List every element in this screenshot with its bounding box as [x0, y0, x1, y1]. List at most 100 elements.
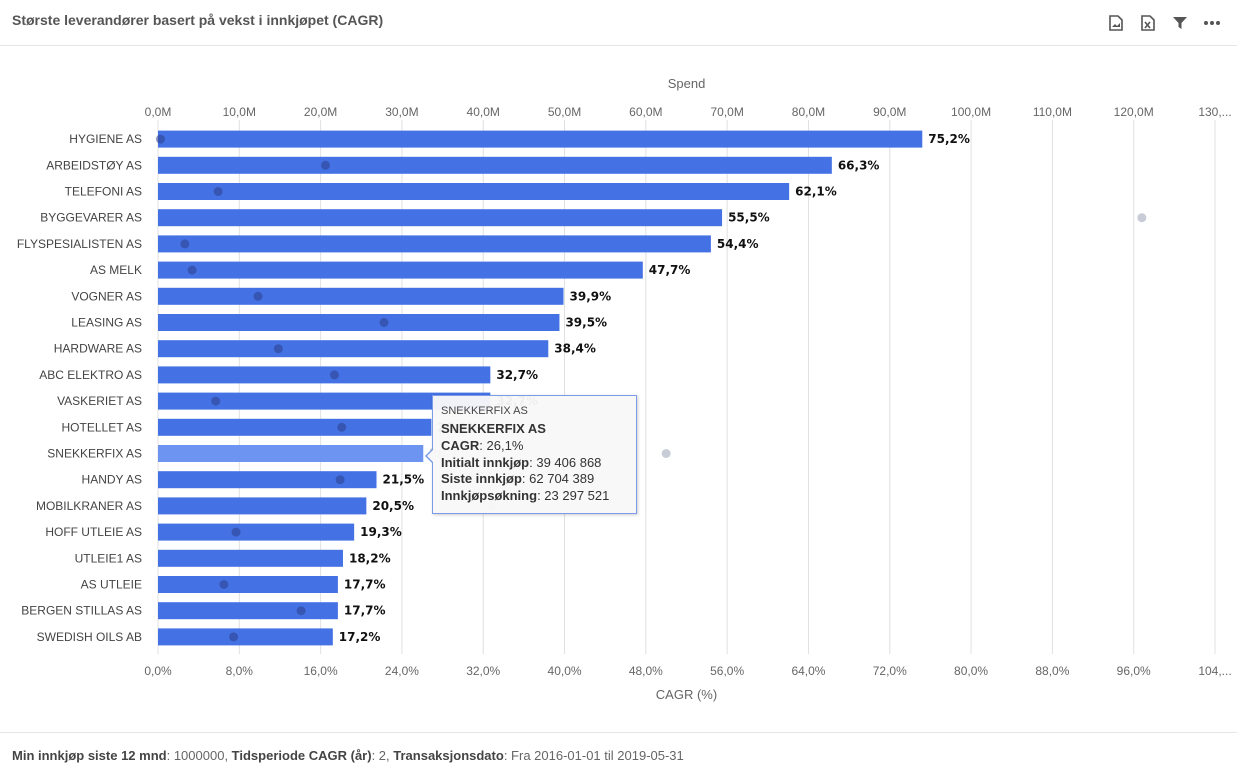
spend-point-inactive: [661, 449, 671, 458]
bar: [158, 314, 560, 331]
filter-icon[interactable]: [1169, 12, 1191, 34]
x-tick-label: 88,0%: [1035, 664, 1069, 678]
category-label: LEASING AS: [71, 316, 142, 330]
footer-divider: [0, 732, 1237, 733]
x-tick-label: 32,0%: [466, 664, 500, 678]
bar: [158, 602, 338, 620]
spend-point: [213, 187, 223, 196]
category-label: HOTELLET AS: [62, 420, 142, 434]
footer-filters: Min innkjøp siste 12 mnd: 1000000, Tidsp…: [12, 748, 684, 763]
x-tick-label: 72,0%: [873, 664, 907, 678]
x-tick-label: 8,0%: [226, 664, 254, 678]
x-tick-label: 64,0%: [791, 664, 825, 678]
x2-tick-label: 130,...: [1198, 105, 1231, 119]
tooltip-caret-inner: [427, 449, 434, 463]
bar: [158, 471, 377, 489]
data-label: 32,7%: [496, 368, 538, 382]
data-label: 75,2%: [928, 132, 970, 146]
data-label: 39,9%: [570, 289, 612, 303]
category-label: HANDY AS: [82, 473, 142, 487]
category-label: BERGEN STILLAS AS: [21, 604, 142, 618]
spend-point: [211, 396, 221, 406]
x-tick-label: 80,0%: [954, 664, 988, 678]
bar: [158, 130, 923, 148]
tooltip-row: CAGR: 26,1%: [441, 438, 524, 453]
bar: [158, 209, 723, 227]
bar: [158, 497, 367, 515]
export-excel-icon[interactable]: [1137, 12, 1159, 34]
x2-tick-label: 110,0M: [1033, 105, 1072, 119]
x2-tick-label: 50,0M: [548, 105, 581, 119]
category-label: SNEKKERFIX AS: [47, 447, 142, 461]
bar: [158, 418, 432, 436]
spend-point: [335, 475, 345, 485]
x2-axis-title: Spend: [668, 76, 706, 91]
data-label: 62,1%: [795, 185, 837, 199]
spend-point: [155, 134, 165, 144]
spend-point: [329, 370, 339, 380]
category-label: HOFF UTLEIE AS: [45, 525, 142, 539]
bar: [158, 392, 491, 410]
category-label: SWEDISH OILS AB: [37, 630, 142, 644]
tooltip-row: Siste innkjøp: 62 704 389: [441, 471, 595, 486]
bar: [158, 628, 333, 646]
bar-chart: 0,0% 8,0% 16,0% 24,0% 32,0% 40,0% 48,0% 56,0% 64…: [17, 76, 1232, 702]
x-tick-label: 16,0%: [304, 664, 338, 678]
category-label: ARBEIDSTØY AS: [46, 158, 142, 172]
data-label: 55,5%: [728, 211, 770, 225]
x-tick-label: 96,0%: [1117, 664, 1151, 678]
tooltip-header: SNEKKERFIX AS: [441, 405, 528, 417]
x-tick-label: 48,0%: [629, 664, 663, 678]
x2-tick-label: 20,0M: [304, 105, 337, 119]
bar: [158, 576, 338, 593]
x-tick-label: 24,0%: [385, 664, 419, 678]
spend-point: [337, 422, 347, 432]
spend-point: [379, 318, 389, 327]
export-image-icon[interactable]: [1105, 12, 1127, 34]
x2-tick-label: 40,0M: [467, 105, 500, 119]
x2-tick-label: 90,0M: [873, 105, 906, 119]
x-tick-label: 40,0%: [548, 664, 582, 678]
toolbar: [1105, 12, 1223, 34]
x2-tick-label: 120,0M: [1114, 105, 1154, 119]
data-label: 17,7%: [344, 578, 386, 592]
data-label: 19,3%: [360, 525, 402, 539]
spend-point: [253, 291, 263, 301]
spend-point: [187, 265, 197, 275]
more-icon[interactable]: [1201, 12, 1223, 34]
data-label: 18,2%: [349, 551, 391, 565]
x2-tick-label: 70,0M: [710, 105, 743, 119]
tooltip-row: Initialt innkjøp: 39 406 868: [441, 455, 602, 470]
spend-point: [180, 239, 190, 249]
category-label: MOBILKRANER AS: [36, 499, 142, 513]
x-tick-label: 0,0%: [144, 664, 172, 678]
x2-tick-label: 100,0M: [951, 105, 991, 119]
x2-tick-label: 10,0M: [223, 105, 256, 119]
spend-point: [229, 632, 239, 642]
bar: [158, 549, 343, 567]
data-label: 21,5%: [383, 473, 425, 487]
category-label: FLYSPESIALISTEN AS: [17, 237, 142, 251]
category-label: TELEFONI AS: [65, 185, 142, 199]
x2-tick-label: 30,0M: [385, 105, 418, 119]
spend-point-inactive: [1137, 213, 1147, 223]
category-label: BYGGEVARER AS: [40, 211, 142, 225]
tooltip-name: SNEKKERFIX AS: [441, 421, 546, 436]
bar: [158, 183, 790, 200]
data-label: 39,5%: [565, 316, 607, 330]
data-label: 17,2%: [339, 630, 381, 644]
bar: [158, 261, 643, 279]
data-label: 66,3%: [838, 158, 880, 172]
x2-tick-label: 80,0M: [792, 105, 825, 119]
bar: [158, 287, 564, 305]
chart-title: Største leverandører basert på vekst i i…: [12, 12, 384, 28]
x2-tick-label: 0,0M: [145, 105, 172, 119]
tooltip: SNEKKERFIX AS SNEKKERFIX AS CAGR: 26,1% …: [425, 395, 637, 514]
category-label: VOGNER AS: [71, 289, 142, 303]
x-axis-title: CAGR (%): [656, 687, 717, 702]
category-label: UTLEIE1 AS: [75, 551, 142, 565]
spend-point: [219, 580, 229, 589]
category-label: VASKERIET AS: [57, 394, 142, 408]
data-label: 54,4%: [717, 237, 759, 251]
x2-tick-label: 60,0M: [629, 105, 662, 119]
